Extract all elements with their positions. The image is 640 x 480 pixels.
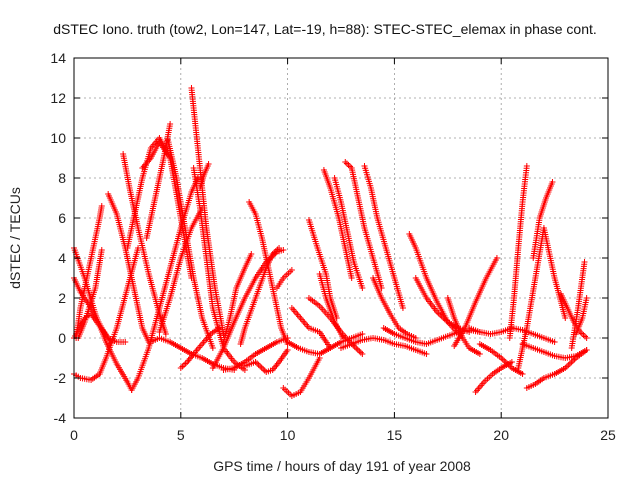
x-tick-label: 20 — [493, 427, 509, 443]
data-series — [331, 175, 366, 291]
data-series — [105, 191, 152, 345]
data-point — [519, 371, 526, 377]
x-tick-label: 10 — [280, 427, 296, 443]
data-series — [370, 275, 419, 341]
data-point — [205, 161, 212, 167]
y-axis-title: dSTEC / TECUs — [7, 187, 23, 289]
data-series — [288, 305, 334, 351]
data-series — [568, 259, 588, 351]
data-point — [583, 335, 590, 341]
data-point — [583, 347, 590, 353]
data-series — [75, 247, 105, 341]
y-tick-label: 8 — [58, 170, 66, 186]
data-point — [248, 251, 255, 257]
data-series — [73, 203, 105, 341]
data-series — [412, 275, 473, 335]
data-series — [530, 179, 556, 261]
data-point — [209, 345, 216, 351]
data-point — [359, 285, 366, 291]
data-point — [508, 359, 515, 365]
data-point — [276, 245, 283, 251]
data-series — [71, 371, 103, 383]
data-series — [237, 245, 283, 347]
data-point — [122, 339, 129, 345]
data-series — [572, 295, 590, 337]
y-tick-label: 14 — [50, 50, 66, 66]
data-series — [197, 161, 212, 191]
data-series — [472, 359, 515, 395]
data-point — [423, 351, 430, 357]
y-tick-label: 0 — [58, 330, 66, 346]
data-series — [177, 325, 223, 371]
data-point — [523, 163, 530, 169]
data-point — [327, 345, 334, 351]
data-point — [284, 347, 291, 353]
data-series — [188, 85, 227, 337]
y-tick-label: 2 — [58, 290, 66, 306]
data-point — [348, 275, 355, 281]
x-tick-label: 15 — [387, 427, 403, 443]
data-series — [220, 251, 255, 345]
data-series — [444, 295, 483, 357]
data-series — [143, 121, 174, 241]
data-series — [128, 175, 201, 393]
data-point — [98, 247, 105, 253]
data-series — [515, 225, 569, 371]
data-point — [167, 121, 174, 127]
data-series — [451, 255, 500, 349]
data-series — [316, 271, 347, 341]
y-tick-label: -4 — [54, 410, 67, 426]
data-series — [241, 347, 291, 375]
y-tick-label: 10 — [50, 130, 66, 146]
data-point — [583, 295, 590, 301]
data-series — [280, 355, 323, 399]
data-point — [581, 259, 588, 265]
data-series — [156, 205, 206, 335]
data-point — [399, 305, 406, 311]
data-series — [466, 325, 558, 345]
data-point — [493, 255, 500, 261]
data-point — [476, 351, 483, 357]
y-tick-label: 6 — [58, 210, 66, 226]
data-point — [359, 331, 366, 337]
data-point — [288, 267, 295, 273]
data-series — [120, 151, 169, 337]
y-tick-label: -2 — [54, 370, 67, 386]
y-tick-label: 4 — [58, 250, 66, 266]
x-axis-title: GPS time / hours of day 191 of year 2008 — [213, 458, 471, 474]
data-point — [562, 315, 569, 321]
data-series — [519, 341, 590, 361]
data-point — [280, 247, 287, 253]
data-series — [338, 335, 430, 357]
data-point — [549, 179, 556, 185]
data-point — [551, 339, 558, 345]
data-series — [361, 163, 406, 311]
data-point — [216, 325, 223, 331]
x-tick-label: 25 — [600, 427, 616, 443]
data-point — [199, 205, 206, 211]
axis-ticks: 0 5 10 15 20 25 -4 -2 0 2 4 6 8 10 12 14 — [50, 50, 616, 443]
data-series — [320, 167, 355, 281]
chart-title: dSTEC Iono. truth (tow2, Lon=147, Lat=-1… — [53, 21, 597, 37]
data-point — [340, 335, 347, 341]
data-series — [506, 163, 530, 341]
data-series — [246, 199, 291, 347]
data-series — [406, 231, 462, 337]
data-point — [162, 331, 169, 337]
data-points — [71, 85, 590, 399]
plot-frame — [73, 57, 609, 419]
data-point — [98, 203, 105, 209]
x-tick-label: 5 — [177, 427, 185, 443]
y-tick-label: 12 — [50, 90, 66, 106]
x-tick-label: 0 — [70, 427, 78, 443]
data-point — [359, 351, 366, 357]
data-point — [107, 339, 114, 345]
data-series — [273, 267, 295, 291]
data-series — [342, 159, 385, 291]
